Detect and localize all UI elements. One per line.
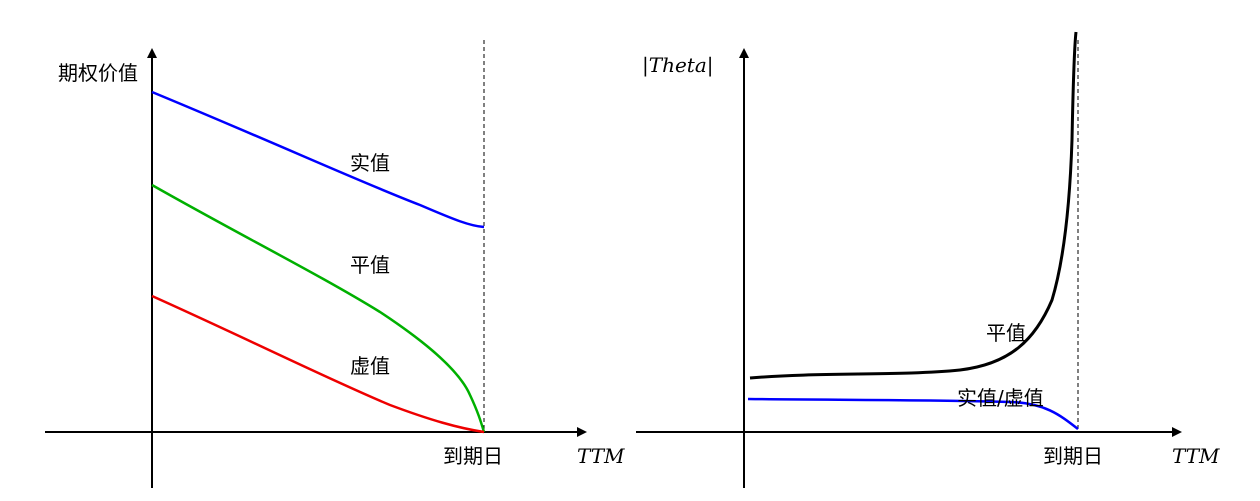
right-panel: |Theta| 平值 实值/虚值 到期日 TTM xyxy=(636,31,1220,488)
left-panel: 期权价值 实值 平值 虚值 到期日 TTM xyxy=(45,40,625,488)
left-atm-label: 平值 xyxy=(350,253,390,277)
right-itm-otm-curve xyxy=(747,397,1079,430)
left-x-axis-label: TTM xyxy=(577,444,625,468)
left-y-axis-label: 期权价值 xyxy=(58,61,138,85)
right-atm-curve xyxy=(749,31,1078,380)
left-otm-curve xyxy=(151,294,485,434)
left-atm-curve xyxy=(151,183,486,433)
right-y-axis-label: |Theta| xyxy=(642,53,714,78)
left-itm-curve xyxy=(151,90,485,229)
right-x-axis-label: TTM xyxy=(1172,444,1220,468)
left-expiry-label: 到期日 xyxy=(443,444,503,468)
right-itm-otm-label: 实值/虚值 xyxy=(957,386,1044,410)
right-expiry-label: 到期日 xyxy=(1043,444,1103,468)
left-otm-label: 虚值 xyxy=(350,354,390,378)
right-atm-label: 平值 xyxy=(986,321,1026,345)
left-itm-label: 实值 xyxy=(350,151,390,175)
